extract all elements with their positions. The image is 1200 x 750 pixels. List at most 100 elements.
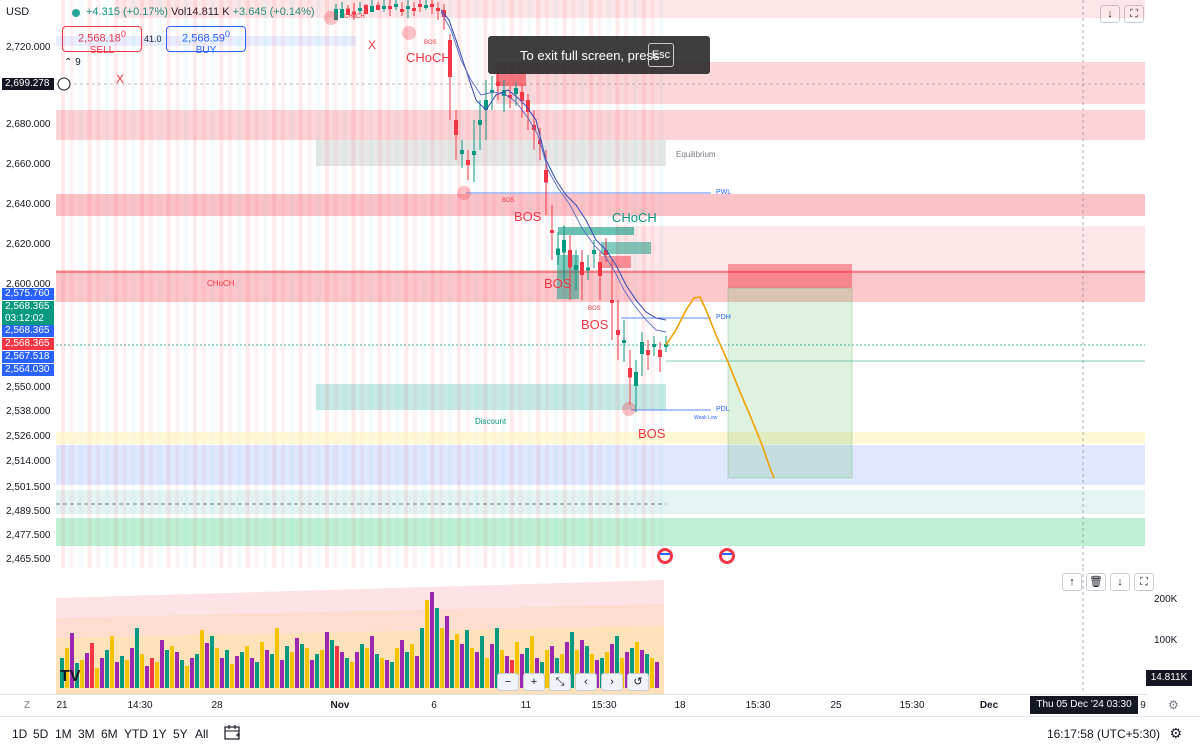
range-button-3m[interactable]: 3M	[78, 727, 95, 741]
session-stripe	[501, 0, 505, 568]
range-button-all[interactable]: All	[195, 727, 209, 741]
sell-label: SELL	[89, 44, 115, 56]
volume-bar	[280, 660, 284, 688]
indicators-collapse-toggle[interactable]: ⌃ 9	[64, 57, 81, 68]
arrow-down-icon[interactable]: ↓	[1100, 5, 1120, 23]
volume-bar	[345, 658, 349, 688]
time-axis[interactable]: 21 14:30 28 Nov 6 11 15:30 18 15:30 25 15:30 Dec 9	[0, 694, 1148, 716]
session-stripe	[659, 0, 664, 568]
volume-bar	[475, 652, 479, 688]
candle-body	[622, 340, 626, 343]
supply-zone	[616, 226, 1145, 270]
volume-bar	[320, 650, 324, 688]
candle-body	[574, 265, 578, 270]
zone-band	[56, 432, 1145, 444]
volume-pane[interactable]: TV	[56, 568, 1148, 694]
volume-axis[interactable]: 200K 100K	[1148, 568, 1200, 694]
time-axis-label: 21	[56, 700, 68, 711]
candle-body	[364, 5, 368, 14]
volume-bar	[435, 608, 439, 688]
range-button-5d[interactable]: 5D	[33, 727, 49, 741]
volume-bar	[490, 644, 494, 688]
price-change: +4.315 (+0.17%)	[86, 6, 168, 18]
zone-band	[56, 36, 356, 46]
range-button-1y[interactable]: 1Y	[152, 727, 167, 741]
volume-bar	[65, 648, 69, 688]
take-profit-zone[interactable]	[728, 288, 852, 478]
volume-bar	[100, 658, 104, 688]
calendar-icon[interactable]	[224, 724, 242, 740]
arrow-down-icon[interactable]: ↓	[1110, 573, 1130, 591]
candle-body	[430, 4, 434, 7]
candle-body	[604, 250, 608, 255]
price-axis[interactable]: 2,720.000 2,680.000 2,660.000 2,640.000 2,62…	[0, 26, 56, 568]
volume-value: 14.811 K	[186, 6, 230, 18]
volume-bar	[360, 644, 364, 688]
stop-loss-zone[interactable]	[728, 264, 852, 288]
session-stripe	[272, 0, 277, 568]
us-flag-icon[interactable]	[719, 548, 735, 564]
moving-average-line	[440, 11, 667, 333]
volume-bar	[430, 592, 434, 688]
bos-label: BOS	[424, 40, 437, 46]
candle-body	[448, 40, 452, 77]
range-button-1m[interactable]: 1M	[55, 727, 72, 741]
volume-bar	[605, 652, 609, 688]
candle-body	[478, 120, 482, 125]
time-axis-label: 6	[431, 700, 437, 711]
gear-icon[interactable]: ⚙	[1168, 698, 1179, 712]
volume-axis-label: 200K	[1154, 594, 1178, 605]
time-axis-label: 11	[520, 700, 532, 711]
volume-bar	[235, 656, 239, 688]
session-stripe	[131, 0, 136, 568]
buy-button[interactable]: 2,568.590 BUY	[166, 26, 246, 56]
arrow-up-icon[interactable]: ↑	[1062, 573, 1082, 591]
main-chart-pane[interactable]: CHoCH CHoCH BOS X X Equilibrium PWL BOS …	[56, 0, 1148, 568]
session-stripe	[589, 0, 593, 568]
maximize-pane-icon[interactable]: ⛶	[1134, 573, 1154, 591]
volume-bar	[385, 660, 389, 688]
volume-change: +3.645 (+0.14%)	[232, 6, 315, 18]
range-button-6m[interactable]: 6M	[101, 727, 118, 741]
volume-bar	[180, 660, 184, 688]
volume-bar	[350, 662, 354, 688]
clock-timezone[interactable]: 16:17:58 (UTC+5:30)	[1046, 727, 1160, 741]
zoom-out-button[interactable]: −	[497, 673, 519, 691]
session-stripe	[96, 0, 101, 568]
zoom-in-button[interactable]: +	[523, 673, 545, 691]
zone-band	[116, 0, 1145, 18]
session-stripe	[342, 0, 347, 568]
demand-zone	[56, 518, 1145, 546]
reset-chart-button[interactable]: ↺	[627, 673, 649, 691]
session-stripe	[369, 0, 373, 568]
candle-body	[544, 170, 548, 183]
session-stripe	[140, 0, 145, 568]
volume-bar	[420, 628, 424, 688]
reset-scale-button[interactable]: ⤡	[549, 673, 571, 691]
maximize-pane-icon[interactable]: ⛶	[1124, 5, 1144, 23]
range-button-1d[interactable]: 1D	[12, 727, 28, 741]
volume-bar	[525, 648, 529, 688]
volume-bar	[585, 646, 589, 688]
esc-key-icon: Esc	[648, 43, 674, 67]
trash-icon[interactable]: 🗑	[1086, 573, 1106, 591]
range-button-ytd[interactable]: YTD	[124, 727, 148, 741]
price-tag: 2,568.365	[2, 301, 54, 313]
volume-bar	[185, 666, 189, 688]
session-stripe	[545, 0, 549, 568]
crosshair-add-icon[interactable]	[57, 77, 71, 91]
session-stripe	[193, 0, 197, 568]
us-flag-icon[interactable]	[657, 548, 673, 564]
scroll-right-button[interactable]: ›	[601, 673, 623, 691]
pane-controls-top: ↓ ⛶	[1096, 4, 1144, 23]
candle-body	[406, 6, 410, 9]
session-stripe	[553, 0, 558, 568]
settings-gear-icon[interactable]: ⚙	[1169, 725, 1182, 741]
scroll-left-button[interactable]: ‹	[575, 673, 597, 691]
range-button-5y[interactable]: 5Y	[173, 727, 188, 741]
candle-body	[610, 300, 614, 303]
sell-button[interactable]: 2,568.180 SELL	[62, 26, 142, 56]
candle-body	[412, 8, 416, 11]
session-stripe	[474, 0, 479, 568]
volume-bar	[550, 646, 554, 688]
